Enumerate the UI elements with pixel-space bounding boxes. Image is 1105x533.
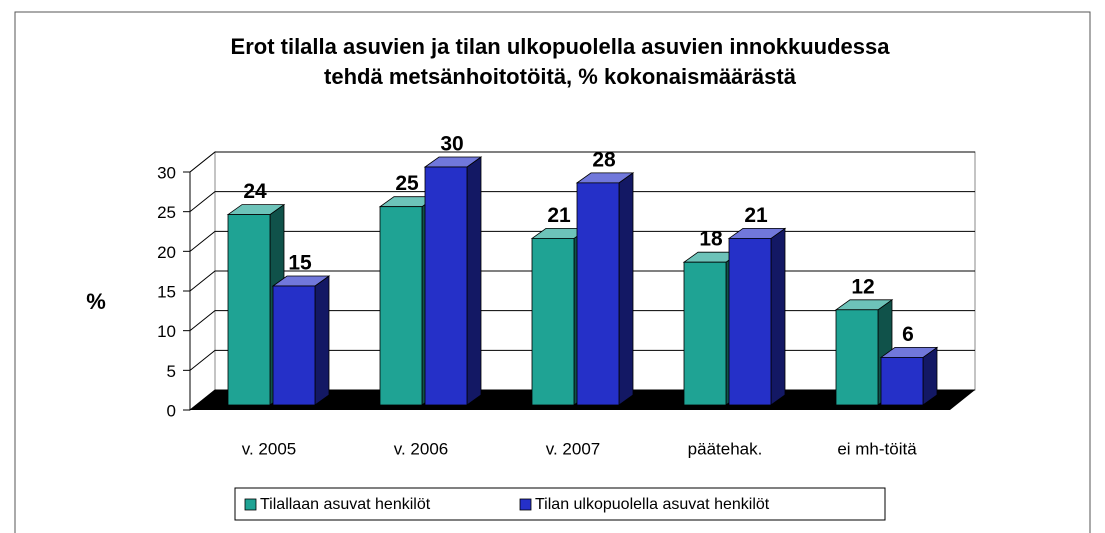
y-tick-label: 25 — [157, 203, 176, 222]
bar — [727, 227, 787, 406]
chart-title: Erot tilalla asuvien ja tilan ulkopuolel… — [231, 34, 891, 59]
x-tick-label: v. 2006 — [394, 439, 449, 458]
bar-front — [835, 309, 879, 406]
y-tick-label: 15 — [157, 282, 176, 301]
legend-swatch — [244, 498, 257, 511]
bar-front — [880, 356, 924, 406]
bar-side — [618, 172, 634, 406]
value-label: 28 — [592, 148, 616, 171]
value-label: 30 — [440, 133, 463, 156]
value-label: 6 — [902, 323, 914, 346]
legend-label: Tilallaan asuvat henkilöt — [260, 496, 431, 513]
chart-title: tehdä metsänhoitotöitä, % kokonaismääräs… — [324, 64, 797, 89]
bar-front — [576, 182, 620, 406]
grid-line — [189, 191, 975, 213]
legend-label: Tilan ulkopuolella asuvat henkilöt — [535, 496, 770, 513]
x-tick-label: v. 2005 — [242, 439, 297, 458]
bar — [271, 275, 331, 406]
bar-front — [728, 237, 772, 406]
bar-side — [466, 156, 482, 406]
y-tick-label: 30 — [157, 163, 176, 182]
y-axis-label: % — [86, 289, 106, 314]
bar-front — [683, 261, 727, 406]
bar-front — [531, 237, 575, 406]
x-tick-label: päätehak. — [688, 439, 763, 458]
x-tick-label: v. 2007 — [546, 439, 601, 458]
value-label: 21 — [744, 204, 768, 227]
legend-swatch — [519, 498, 532, 511]
legend-box — [234, 487, 886, 521]
bar-side — [314, 275, 330, 406]
y-tick-label: 0 — [167, 401, 176, 420]
value-label: 21 — [547, 204, 571, 227]
bar-front — [379, 206, 423, 406]
bar-front — [227, 214, 271, 406]
bar-front — [424, 166, 468, 406]
y-tick-label: 5 — [167, 362, 176, 381]
y-tick-label: 10 — [157, 322, 176, 341]
grid-line — [189, 151, 975, 173]
bar — [423, 156, 483, 406]
grid-line — [189, 230, 975, 252]
bar — [879, 346, 939, 406]
y-tick-label: 20 — [157, 243, 176, 262]
value-label: 12 — [851, 275, 874, 298]
value-label: 25 — [395, 172, 419, 195]
bar-side — [770, 227, 786, 406]
bar — [575, 172, 635, 406]
value-label: 15 — [288, 252, 312, 275]
x-tick-label: ei mh-töitä — [837, 439, 917, 458]
value-label: 18 — [699, 228, 723, 251]
value-label: 24 — [243, 180, 267, 203]
bar-front — [272, 285, 316, 406]
